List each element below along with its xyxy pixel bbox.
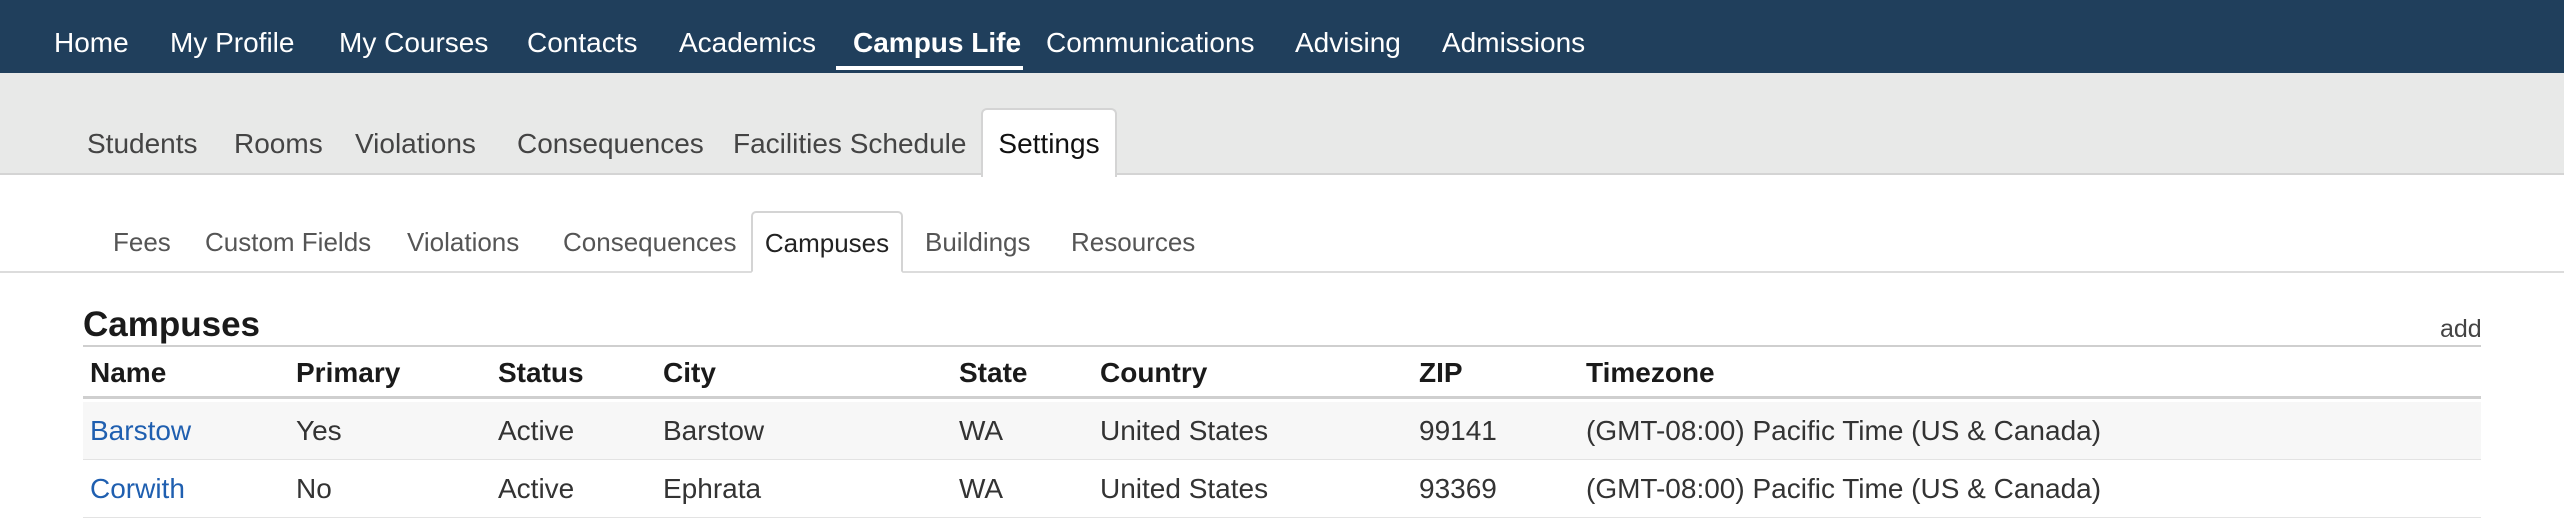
nav-advising[interactable]: Advising	[1295, 27, 1401, 58]
nav-communications[interactable]: Communications	[1046, 27, 1255, 58]
tab-custom-fields[interactable]: Custom Fields	[205, 227, 372, 257]
top-navigation: Home My Profile My Courses Contacts Acad…	[0, 0, 2564, 73]
cell-timezone: (GMT-08:00) Pacific Time (US & Canada)	[1586, 415, 2102, 446]
nav-my-profile[interactable]: My Profile	[170, 27, 295, 58]
campus-name-link[interactable]: Corwith	[90, 473, 185, 504]
column-header-name[interactable]: Name	[90, 357, 167, 388]
tab-resources[interactable]: Resources	[1071, 227, 1196, 257]
tab-fees[interactable]: Fees	[113, 227, 171, 257]
cell-status: Active	[498, 473, 575, 504]
settings-tabs: Fees Custom Fields Violations Consequenc…	[0, 175, 2564, 273]
cell-zip: 99141	[1419, 415, 1497, 446]
cell-city: Ephrata	[663, 473, 762, 504]
cell-zip: 93369	[1419, 473, 1497, 504]
table-row: Barstow Yes Active Barstow WA United Sta…	[83, 402, 2481, 460]
tab-violations[interactable]: Violations	[355, 128, 476, 159]
cell-timezone: (GMT-08:00) Pacific Time (US & Canada)	[1586, 473, 2102, 504]
cell-city: Barstow	[663, 415, 765, 446]
nav-my-courses[interactable]: My Courses	[339, 27, 489, 58]
nav-academics[interactable]: Academics	[679, 27, 816, 58]
nav-home[interactable]: Home	[54, 27, 129, 58]
column-header-primary[interactable]: Primary	[296, 357, 401, 388]
tab-campuses[interactable]: Campuses	[751, 211, 903, 273]
campuses-table-header: Name Primary Status City State Country Z…	[83, 347, 2481, 399]
cell-primary: Yes	[296, 415, 342, 446]
page-title: Campuses	[83, 305, 261, 344]
tab-settings-violations[interactable]: Violations	[407, 227, 520, 257]
column-header-city[interactable]: City	[663, 357, 716, 388]
column-header-zip[interactable]: ZIP	[1419, 357, 1463, 388]
table-row: Corwith No Active Ephrata WA United Stat…	[83, 460, 2481, 518]
tab-students[interactable]: Students	[87, 128, 198, 159]
nav-campus-life[interactable]: Campus Life	[853, 27, 1022, 58]
campus-life-tabs: Students Rooms Violations Consequences F…	[0, 73, 2564, 177]
cell-country: United States	[1100, 415, 1269, 446]
cell-country: United States	[1100, 473, 1269, 504]
tab-settings[interactable]: Settings	[981, 108, 1117, 177]
add-campus-link[interactable]: add	[2440, 315, 2482, 343]
column-header-country[interactable]: Country	[1100, 357, 1208, 388]
campus-name-link[interactable]: Barstow	[90, 415, 192, 446]
tab-consequences[interactable]: Consequences	[517, 128, 704, 159]
nav-contacts[interactable]: Contacts	[527, 27, 638, 58]
cell-state: WA	[959, 415, 1004, 446]
cell-status: Active	[498, 415, 575, 446]
active-nav-underline	[836, 66, 1023, 70]
tab-rooms[interactable]: Rooms	[234, 128, 323, 159]
tab-campuses-label: Campuses	[764, 228, 890, 258]
nav-admissions[interactable]: Admissions	[1442, 27, 1586, 58]
tab-settings-consequences[interactable]: Consequences	[563, 227, 737, 257]
cell-primary: No	[296, 473, 332, 504]
tab-buildings[interactable]: Buildings	[925, 227, 1031, 257]
cell-state: WA	[959, 473, 1004, 504]
column-header-status[interactable]: Status	[498, 357, 584, 388]
title-divider	[83, 345, 2481, 347]
tab-settings-label: Settings	[998, 128, 1100, 159]
column-header-timezone[interactable]: Timezone	[1586, 357, 1715, 388]
column-header-state[interactable]: State	[959, 357, 1028, 388]
tab-facilities-schedule[interactable]: Facilities Schedule	[733, 128, 967, 159]
